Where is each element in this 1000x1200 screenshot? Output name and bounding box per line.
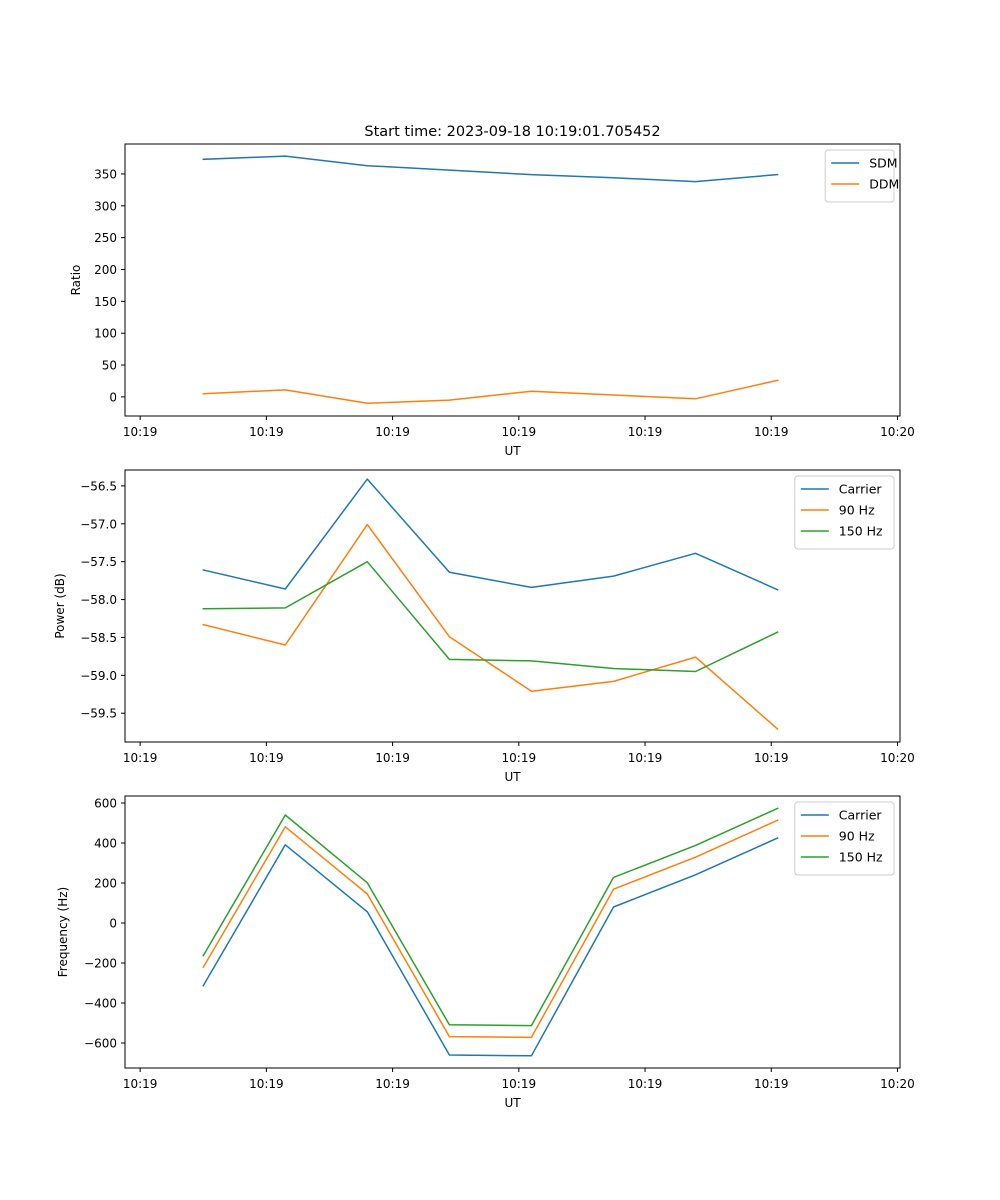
legend: Carrier 90 Hz 150 Hz	[794, 475, 895, 550]
legend: SDM DDM	[824, 149, 899, 203]
x-tick-label: 10:19	[249, 425, 284, 439]
series-line-150-hz	[202, 807, 779, 1027]
x-tick-label: 10:19	[375, 751, 410, 765]
x-tick-label: 10:20	[880, 425, 915, 439]
axes-frame	[124, 143, 901, 417]
x-tick-label: 10:19	[249, 751, 284, 765]
legend-label: Carrier	[839, 482, 883, 497]
legend-label: 150 Hz	[839, 524, 883, 539]
x-tick-label: 10:19	[754, 1077, 789, 1091]
legend-label: 90 Hz	[839, 829, 875, 844]
y-axis-label: Ratio	[69, 265, 83, 296]
x-tick-label: 10:19	[628, 751, 663, 765]
axes-frame	[124, 469, 901, 743]
series-line-150-hz	[202, 560, 779, 673]
x-tick-label: 10:20	[880, 1077, 915, 1091]
x-axis-label: UT	[504, 1096, 521, 1110]
series-line-carrier	[202, 837, 779, 1057]
x-tick-label: 10:19	[123, 751, 158, 765]
y-axis-label: Frequency (Hz)	[56, 887, 70, 978]
y-tick-label: 250	[94, 231, 117, 245]
legend-label: Carrier	[839, 808, 883, 823]
y-tick-label: 300	[94, 199, 117, 213]
y-axis: −59.5 −59.0 −58.5 −58.0 −57.5 −57.0 −56.5 Power…	[53, 479, 125, 721]
y-tick-label: 200	[94, 263, 117, 277]
figure-title: Start time: 2023-09-18 10:19:01.705452	[364, 124, 660, 140]
subplot-frequency: 10:19 10:19 10:19 10:19 10:19 10:19 10:20 UT −60…	[56, 795, 915, 1110]
x-tick-label: 10:19	[628, 1077, 663, 1091]
legend-label: 90 Hz	[839, 503, 875, 518]
series-line-sdm	[202, 155, 779, 183]
x-axis: 10:19 10:19 10:19 10:19 10:19 10:19 10:20 UT	[123, 742, 915, 784]
y-tick-label: 150	[94, 295, 117, 309]
y-tick-label: 200	[94, 877, 117, 891]
x-tick-label: 10:19	[375, 425, 410, 439]
x-tick-label: 10:20	[880, 751, 915, 765]
series-group	[202, 807, 779, 1057]
x-tick-label: 10:19	[375, 1077, 410, 1091]
y-tick-label: −600	[84, 1037, 117, 1051]
y-tick-label: −59.0	[80, 669, 117, 683]
y-tick-label: −200	[84, 957, 117, 971]
x-tick-label: 10:19	[123, 425, 158, 439]
x-tick-label: 10:19	[754, 425, 789, 439]
x-tick-label: 10:19	[502, 751, 537, 765]
y-tick-label: 50	[102, 359, 117, 373]
y-tick-label: 0	[109, 917, 117, 931]
subplot-power: 10:19 10:19 10:19 10:19 10:19 10:19 10:20 UT −59…	[53, 469, 915, 784]
x-tick-label: 10:19	[123, 1077, 158, 1091]
y-tick-label: 0	[109, 390, 117, 404]
x-tick-label: 10:19	[502, 1077, 537, 1091]
y-tick-label: 600	[94, 797, 117, 811]
axes-frame	[124, 795, 901, 1069]
legend-label: DDM	[869, 177, 899, 192]
y-tick-label: −58.0	[80, 593, 117, 607]
y-tick-label: 100	[94, 327, 117, 341]
y-axis: −600 −400 −200 0 200 400 600 Frequency (Hz)	[56, 797, 125, 1051]
series-line-90-hz	[202, 523, 779, 731]
x-tick-label: 10:19	[502, 425, 537, 439]
x-axis-label: UT	[504, 444, 521, 458]
x-tick-label: 10:19	[628, 425, 663, 439]
y-tick-label: −59.5	[80, 707, 117, 721]
x-tick-label: 10:19	[249, 1077, 284, 1091]
series-group	[202, 478, 779, 731]
y-tick-label: −58.5	[80, 631, 117, 645]
y-tick-label: −400	[84, 997, 117, 1011]
x-axis: 10:19 10:19 10:19 10:19 10:19 10:19 10:20 UT	[123, 1068, 915, 1110]
series-line-90-hz	[202, 819, 779, 1039]
y-tick-label: 350	[94, 167, 117, 181]
x-axis: 10:19 10:19 10:19 10:19 10:19 10:19 10:20 UT	[123, 416, 915, 458]
y-axis: 0 50 100 150 200 250 300 350 Ratio	[69, 167, 125, 404]
legend: Carrier 90 Hz 150 Hz	[794, 801, 895, 876]
x-tick-label: 10:19	[754, 751, 789, 765]
legend-label: 150 Hz	[839, 850, 883, 865]
series-line-ddm	[202, 379, 779, 405]
subplot-ratio: 10:19 10:19 10:19 10:19 10:19 10:19 10:20 UT 0 50…	[69, 143, 915, 458]
y-axis-label: Power (dB)	[53, 573, 67, 638]
y-tick-label: 400	[94, 837, 117, 851]
series-line-carrier	[202, 478, 779, 591]
y-tick-label: −56.5	[80, 479, 117, 493]
series-group	[202, 155, 779, 405]
legend-label: SDM	[869, 156, 897, 171]
y-tick-label: −57.0	[80, 517, 117, 531]
x-axis-label: UT	[504, 770, 521, 784]
y-tick-label: −57.5	[80, 555, 117, 569]
